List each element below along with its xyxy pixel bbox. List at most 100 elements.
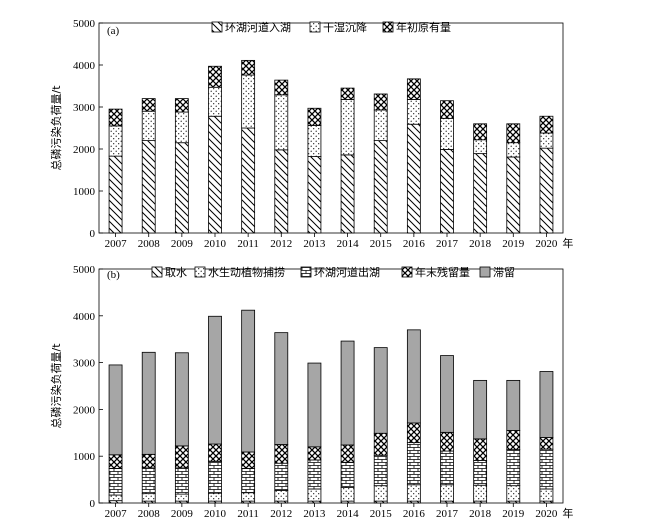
bar-segment-gray	[406, 329, 421, 424]
bar-segment-dots	[274, 94, 289, 151]
bar-segment-bricks	[208, 460, 222, 494]
bar-segment-bricks	[506, 449, 521, 487]
bar-segment-dots	[307, 125, 322, 157]
y-tick-label: 3000	[73, 102, 96, 114]
bar-segment-dots	[539, 132, 554, 149]
x-tick-label: 2012	[270, 508, 292, 520]
bar-segment-bricks	[274, 462, 289, 491]
bar-segment-diag	[506, 156, 521, 234]
bar-segment-diag	[473, 153, 488, 234]
y-tick-label: 5000	[73, 264, 96, 276]
panel-label: (b)	[107, 269, 120, 281]
bar-segment-cross	[406, 422, 421, 444]
bar-segment-cross	[340, 87, 355, 100]
bar-segment-diag	[340, 154, 355, 234]
bar-segment-gray	[274, 332, 289, 445]
x-tick-label: 2010	[204, 508, 227, 520]
bar-segment-dots	[539, 488, 554, 502]
x-unit-label: 年	[562, 236, 573, 250]
y-tick-label: 5000	[73, 18, 96, 30]
x-tick-label: 2011	[237, 508, 259, 520]
panel-b: 0 1000 2000 3000 4000 5000 2007 2008 2009 2010 201…	[49, 264, 573, 520]
bar-segment-dots	[108, 125, 123, 157]
x-tick-label: 2017	[436, 508, 459, 520]
bar-segment-diag	[274, 149, 289, 234]
bar-segment-cross	[108, 108, 123, 127]
bar-segment-gray	[208, 315, 222, 445]
bar-segment-diag	[406, 123, 421, 234]
x-tick-label: 2009	[171, 238, 194, 250]
bar-segment-cross	[208, 65, 222, 88]
y-tick-label: 4000	[73, 60, 96, 72]
bar-segment-cross	[473, 438, 488, 461]
bar-segment-diag	[241, 127, 256, 234]
bar-segment-dots	[440, 117, 454, 150]
y-tick-label: 4000	[73, 311, 96, 323]
bar-segment-diag	[440, 149, 454, 234]
bar-segment-cross	[473, 123, 488, 141]
bar-segment-diag	[373, 140, 388, 234]
x-unit-label: 年	[562, 506, 573, 520]
bar-segment-dots	[208, 492, 222, 502]
x-tick-label: 2012	[270, 238, 292, 250]
bar-segment-cross	[307, 107, 322, 126]
bar-segment-bricks	[406, 442, 421, 486]
bar-segment-cross	[506, 123, 521, 144]
legend-swatch-dots	[309, 21, 321, 33]
bar-segment-dots	[473, 484, 488, 502]
bar-segment-gray	[307, 362, 322, 448]
bar-segment-dots	[373, 109, 388, 142]
bar-segment-bricks	[307, 459, 322, 490]
y-tick-label: 2000	[73, 404, 96, 416]
x-tick-label: 2011	[237, 238, 259, 250]
plot-frame	[98, 268, 564, 504]
bar-segment-dots	[241, 74, 256, 129]
bar-segment-dots	[406, 484, 421, 502]
x-tick-label: 2014	[337, 238, 360, 250]
bar-segment-dots	[274, 489, 289, 502]
bar-segment-dots	[174, 493, 189, 502]
y-tick-label: 3000	[73, 358, 96, 370]
bar-segment-cross	[108, 454, 123, 469]
legend-swatch-cross	[382, 21, 394, 33]
bar-segment-diag	[141, 140, 156, 234]
bar-segment-dots	[506, 142, 521, 158]
x-tick-label: 2008	[138, 238, 161, 250]
bar-segment-dots	[440, 484, 454, 502]
x-tick-label: 2016	[403, 238, 426, 250]
x-tick-label: 2009	[171, 508, 194, 520]
bar-segment-gray	[241, 309, 256, 453]
legend-label: 干湿沉降	[323, 20, 367, 34]
bar-segment-cross	[307, 446, 322, 461]
bar-segment-diag	[174, 142, 189, 234]
bar-segment-cross	[274, 444, 289, 464]
bar-segment-cross	[241, 451, 256, 469]
legend-swatch-gray	[479, 266, 491, 278]
bar-segment-gray	[473, 379, 488, 440]
x-tick-label: 2019	[502, 238, 525, 250]
legend-label: 年初原有量	[396, 20, 451, 34]
bar-segment-cross	[340, 444, 355, 463]
bar-segment-gray	[340, 340, 355, 446]
legend-label: 年末残留量	[415, 265, 470, 279]
legend-swatch-diag	[151, 266, 163, 278]
bar-segment-cross	[506, 430, 521, 451]
bar-segment-bricks	[141, 467, 156, 495]
bar-segment-bricks	[473, 460, 488, 486]
bar-segment-cross	[539, 115, 554, 134]
bar-segment-dots	[141, 110, 156, 141]
legend-label: 取水	[165, 266, 187, 279]
x-tick-label: 2008	[138, 508, 161, 520]
x-tick-label: 2010	[204, 238, 227, 250]
bar-segment-dots	[340, 99, 355, 156]
bar-segment-gray	[539, 371, 554, 438]
x-tick-label: 2020	[535, 238, 558, 250]
y-tick-label: 2000	[73, 144, 96, 156]
y-axis-label: 总磷污染负荷量/t	[49, 85, 63, 171]
panel-label: (a)	[107, 25, 120, 37]
bar-segment-diag	[208, 115, 222, 234]
bar-segment-cross	[174, 98, 189, 113]
bar-segment-gray	[174, 352, 189, 447]
legend-swatch-bricks	[300, 266, 312, 278]
